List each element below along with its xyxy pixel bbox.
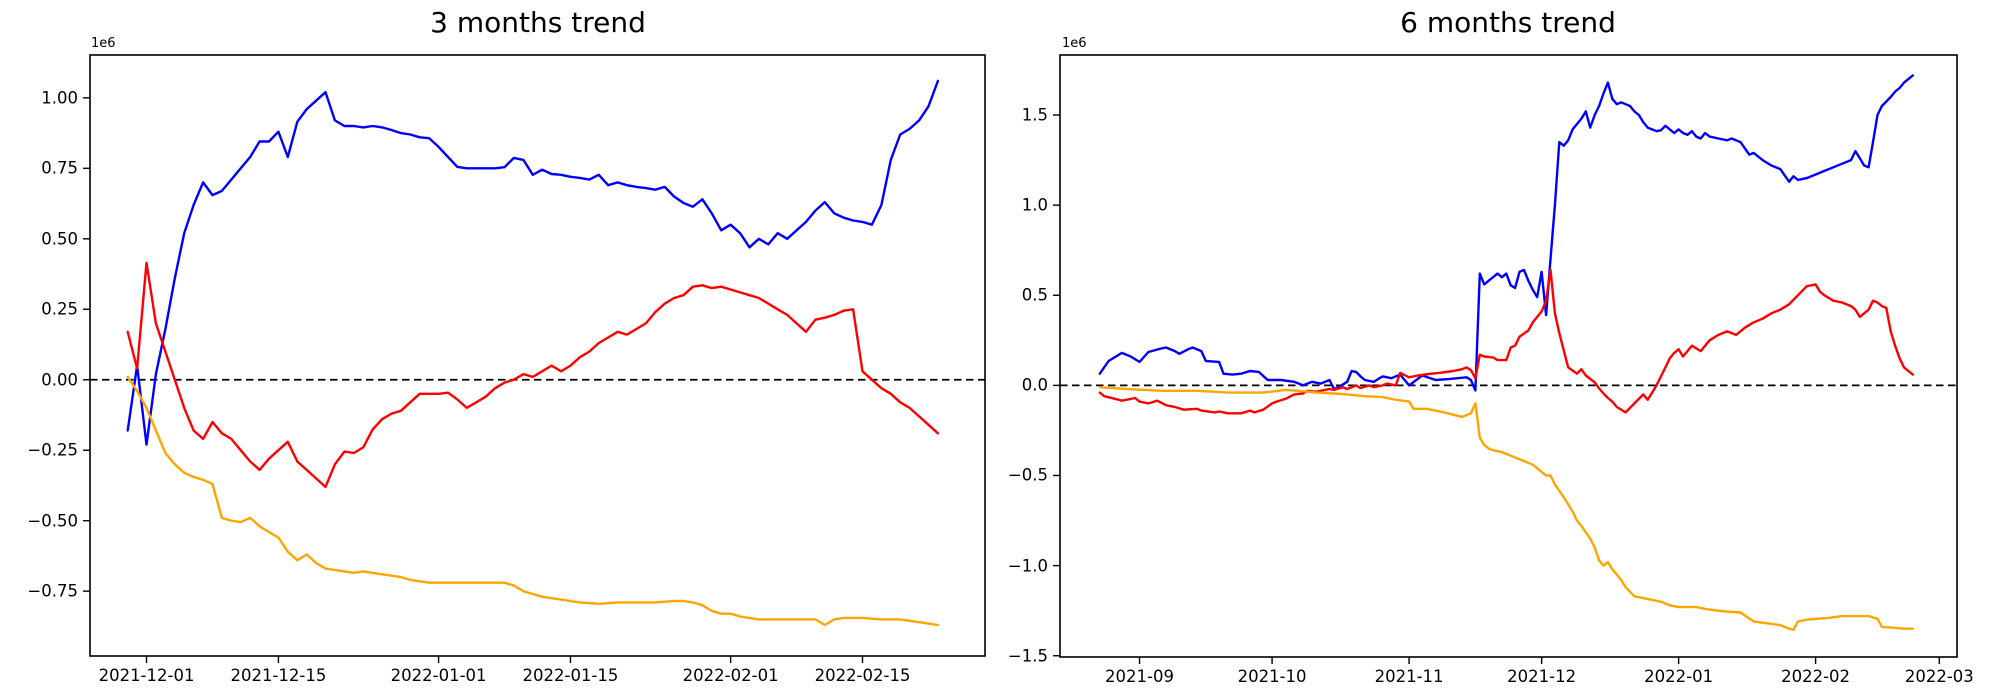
y-tick-label: 0.50 bbox=[41, 229, 78, 249]
series-orange-line bbox=[1098, 386, 1915, 631]
axes-frame bbox=[89, 54, 986, 657]
x-tick-label: 2022-02 bbox=[1781, 667, 1851, 686]
y-tick-label: 1.00 bbox=[41, 88, 78, 108]
x-tick-label: 2021-09 bbox=[1105, 667, 1175, 686]
x-tick-label: 2022-01-15 bbox=[522, 666, 619, 685]
x-tick-label: 2021-11 bbox=[1374, 667, 1444, 686]
x-tick-label: 2022-02-15 bbox=[814, 666, 911, 685]
x-tick-label: 2022-02-01 bbox=[682, 666, 779, 685]
y-tick-label: −0.75 bbox=[27, 581, 78, 601]
y-tick-label: −0.5 bbox=[1007, 465, 1048, 485]
x-tick-label: 2022-03 bbox=[1904, 667, 1974, 686]
y-tick-label: 1.5 bbox=[1021, 105, 1048, 125]
series-red-line bbox=[1098, 268, 1915, 415]
y-tick-label: −0.50 bbox=[27, 511, 78, 531]
x-tick-label: 2021-10 bbox=[1237, 667, 1307, 686]
y-tick-label: 0.25 bbox=[41, 299, 78, 319]
y-tick-label: 0.5 bbox=[1021, 285, 1048, 305]
series-red-line bbox=[126, 261, 940, 489]
series-orange-line bbox=[126, 375, 940, 627]
y-axis-offset-label-right: 1e6 bbox=[1062, 36, 1087, 51]
y-tick-label: 0.75 bbox=[41, 158, 78, 178]
chart-title-6-months: 6 months trend bbox=[1400, 6, 1616, 39]
series-blue-line bbox=[126, 79, 940, 446]
series-blue-line bbox=[1098, 74, 1915, 392]
y-tick-label: 1.0 bbox=[1021, 195, 1048, 215]
y-tick-label: −1.0 bbox=[1007, 556, 1048, 576]
axes-frame bbox=[1059, 54, 1958, 658]
y-tick-label: 0.0 bbox=[1021, 375, 1048, 395]
x-tick-label: 2021-12-01 bbox=[98, 666, 195, 685]
x-tick-label: 2021-12 bbox=[1507, 667, 1577, 686]
x-tick-label: 2022-01 bbox=[1644, 667, 1714, 686]
y-axis-offset-label-left: 1e6 bbox=[91, 36, 116, 51]
chart-title-3-months: 3 months trend bbox=[430, 6, 646, 39]
x-tick-label: 2021-12-15 bbox=[230, 666, 327, 685]
y-tick-label: −0.25 bbox=[27, 440, 78, 460]
x-tick-label: 2022-01-01 bbox=[390, 666, 487, 685]
y-tick-label: −1.5 bbox=[1007, 646, 1048, 666]
y-tick-label: 0.00 bbox=[41, 370, 78, 390]
